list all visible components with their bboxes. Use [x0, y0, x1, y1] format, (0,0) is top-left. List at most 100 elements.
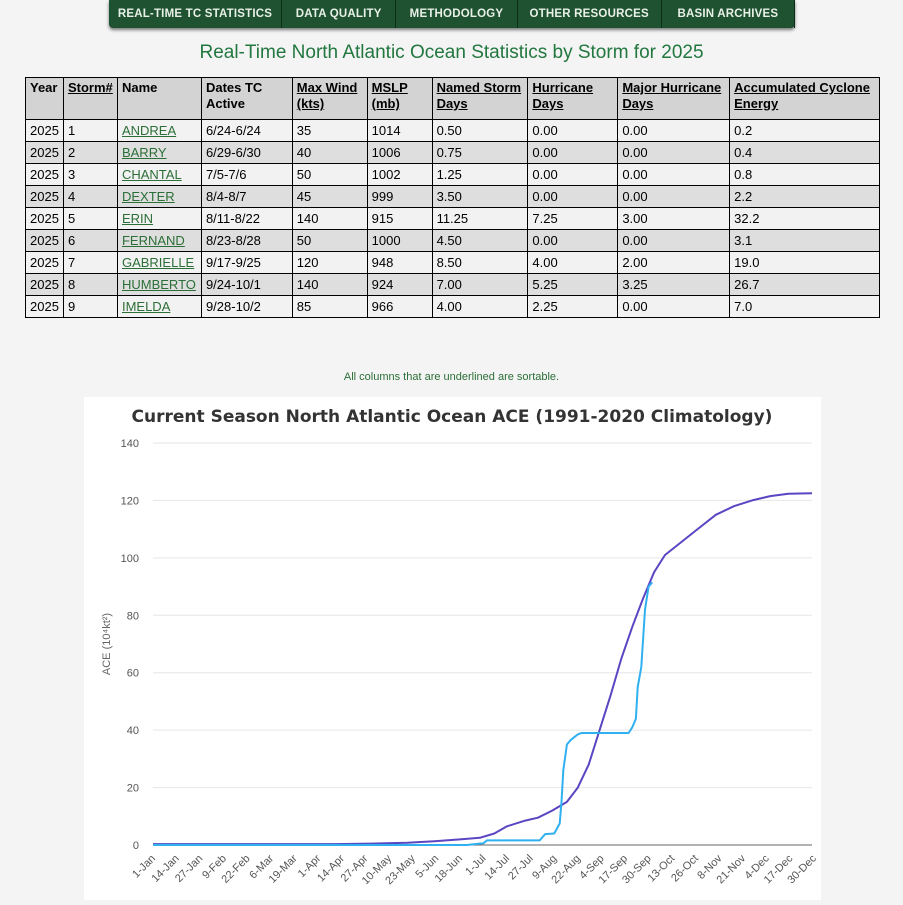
column-header[interactable]: Accumulated Cyclone Energy [729, 77, 880, 120]
table-cell: 40 [291, 141, 368, 164]
column-header: Year [25, 77, 64, 120]
y-tick-label: 40 [127, 725, 139, 737]
table-cell: 3.25 [617, 273, 731, 296]
column-header[interactable]: Named Storm Days [431, 77, 529, 120]
table-cell: 3.00 [617, 207, 731, 230]
page-title: Real-Time North Atlantic Ocean Statistic… [199, 42, 704, 63]
column-header: Name [116, 77, 202, 120]
table-row: 2025 4 DEXTER 8/4-8/7 45 999 3.50 0.00 0.00 2.2 [25, 185, 880, 208]
table-cell: DEXTER [116, 185, 202, 208]
table-cell: 0.00 [617, 141, 731, 164]
column-header[interactable]: Hurricane Days [527, 77, 619, 120]
table-cell: 2.00 [617, 251, 731, 274]
table-cell: 50 [291, 163, 368, 186]
table-cell: 19.0 [729, 251, 880, 274]
table-cell: 0.2 [729, 119, 880, 142]
table-cell: 45 [291, 185, 368, 208]
table-cell: 5.25 [527, 273, 619, 296]
table-cell: 0.00 [617, 185, 731, 208]
table-cell: 7.0 [729, 295, 880, 318]
nav-tab-data-quality[interactable]: DATA QUALITY [282, 0, 397, 28]
series-line-2025 [153, 581, 653, 846]
table-cell: 999 [366, 185, 433, 208]
y-tick-label: 140 [121, 438, 139, 450]
storm-link[interactable]: ERIN [121, 211, 154, 226]
storm-link[interactable]: BARRY [121, 145, 167, 160]
table-cell: 1002 [366, 163, 433, 186]
storm-link[interactable]: DEXTER [121, 189, 175, 204]
nav-tab-methodology[interactable]: METHODOLOGY [396, 0, 518, 28]
y-tick-label: 120 [121, 495, 139, 507]
table-cell: 8/23-8/28 [200, 229, 293, 252]
ace-chart: Current Season North Atlantic Ocean ACE … [84, 397, 821, 900]
y-tick-label: 80 [127, 610, 139, 622]
table-cell: 6/29-6/30 [200, 141, 293, 164]
table-row: 2025 9 IMELDA 9/28-10/2 85 966 4.00 2.25 0.00 7.0 [25, 295, 880, 318]
table-cell: 0.00 [617, 295, 731, 318]
table-cell: 6/24-6/24 [200, 119, 293, 142]
nav-tab-real-time-tc-statistics[interactable]: REAL-TIME TC STATISTICS [109, 0, 282, 28]
table-cell: 2025 [25, 251, 64, 274]
y-tick-label: 100 [121, 553, 139, 565]
table-cell: 1.25 [431, 163, 529, 186]
x-tick-label: 26-Oct [669, 853, 701, 885]
table-cell: 0.00 [617, 229, 731, 252]
table-cell: IMELDA [116, 295, 202, 318]
table-cell: 9/28-10/2 [200, 295, 293, 318]
table-cell: 4.00 [431, 295, 529, 318]
table-row: 2025 2 BARRY 6/29-6/30 40 1006 0.75 0.00 0.00 0.4 [25, 141, 880, 164]
chart-title: Current Season North Atlantic Ocean ACE … [132, 407, 773, 427]
nav-tab-other-resources[interactable]: OTHER RESOURCES [518, 0, 662, 28]
column-header[interactable]: MSLP (mb) [366, 77, 433, 120]
table-cell: 948 [366, 251, 433, 274]
table-cell: 120 [291, 251, 368, 274]
table-cell: 9 [62, 295, 118, 318]
storm-link[interactable]: GABRIELLE [121, 255, 195, 270]
table-cell: 1014 [366, 119, 433, 142]
table-cell: 32.2 [729, 207, 880, 230]
table-cell: 2025 [25, 163, 64, 186]
top-nav: REAL-TIME TC STATISTICS DATA QUALITY METHO… [109, 0, 795, 28]
table-cell: 2.25 [527, 295, 619, 318]
table-cell: 8/4-8/7 [200, 185, 293, 208]
table-cell: 2.2 [729, 185, 880, 208]
table-cell: 140 [291, 207, 368, 230]
storm-link[interactable]: ANDREA [121, 123, 177, 138]
nav-tab-basin-archives[interactable]: BASIN ARCHIVES [662, 0, 795, 28]
table-cell: 2025 [25, 273, 64, 296]
column-header[interactable]: Storm# [62, 77, 118, 120]
table-cell: 4.00 [527, 251, 619, 274]
table-row: 2025 3 CHANTAL 7/5-7/6 50 1002 1.25 0.00 0.00 0.8 [25, 163, 880, 186]
table-cell: 7/5-7/6 [200, 163, 293, 186]
table-row: 2025 6 FERNAND 8/23-8/28 50 1000 4.50 0.00 0.00 3… [25, 229, 880, 252]
table-cell: 2025 [25, 141, 64, 164]
table-cell: 85 [291, 295, 368, 318]
table-cell: 0.75 [431, 141, 529, 164]
table-cell: 915 [366, 207, 433, 230]
table-cell: HUMBERTO [116, 273, 202, 296]
table-cell: 4.50 [431, 229, 529, 252]
storm-link[interactable]: HUMBERTO [121, 277, 196, 292]
storm-link[interactable]: IMELDA [121, 299, 171, 314]
table-cell: ANDREA [116, 119, 202, 142]
table-cell: GABRIELLE [116, 251, 202, 274]
table-cell: 8/11-8/22 [200, 207, 293, 230]
table-cell: 0.00 [527, 185, 619, 208]
table-cell: 8 [62, 273, 118, 296]
table-cell: 1006 [366, 141, 433, 164]
table-cell: 0.00 [617, 163, 731, 186]
storm-link[interactable]: CHANTAL [121, 167, 182, 182]
table-row: 2025 1 ANDREA 6/24-6/24 35 1014 0.50 0.00 0.00 0.… [25, 119, 880, 142]
storm-link[interactable]: FERNAND [121, 233, 185, 248]
table-cell: 6 [62, 229, 118, 252]
table-cell: 2025 [25, 207, 64, 230]
table-cell: 3.50 [431, 185, 529, 208]
x-tick-label: 14-Jul [482, 853, 512, 883]
table-cell: 924 [366, 273, 433, 296]
column-header[interactable]: Max Wind (kts) [291, 77, 368, 120]
table-cell: CHANTAL [116, 163, 202, 186]
table-cell: 0.4 [729, 141, 880, 164]
table-cell: FERNAND [116, 229, 202, 252]
column-header[interactable]: Major Hurricane Days [617, 77, 731, 120]
table-cell: 0.00 [527, 141, 619, 164]
